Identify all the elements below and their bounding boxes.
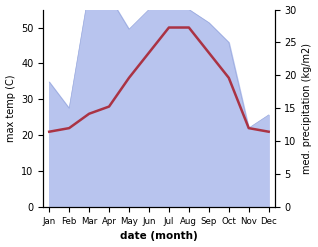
- X-axis label: date (month): date (month): [120, 231, 198, 242]
- Y-axis label: med. precipitation (kg/m2): med. precipitation (kg/m2): [302, 43, 313, 174]
- Y-axis label: max temp (C): max temp (C): [5, 75, 16, 142]
